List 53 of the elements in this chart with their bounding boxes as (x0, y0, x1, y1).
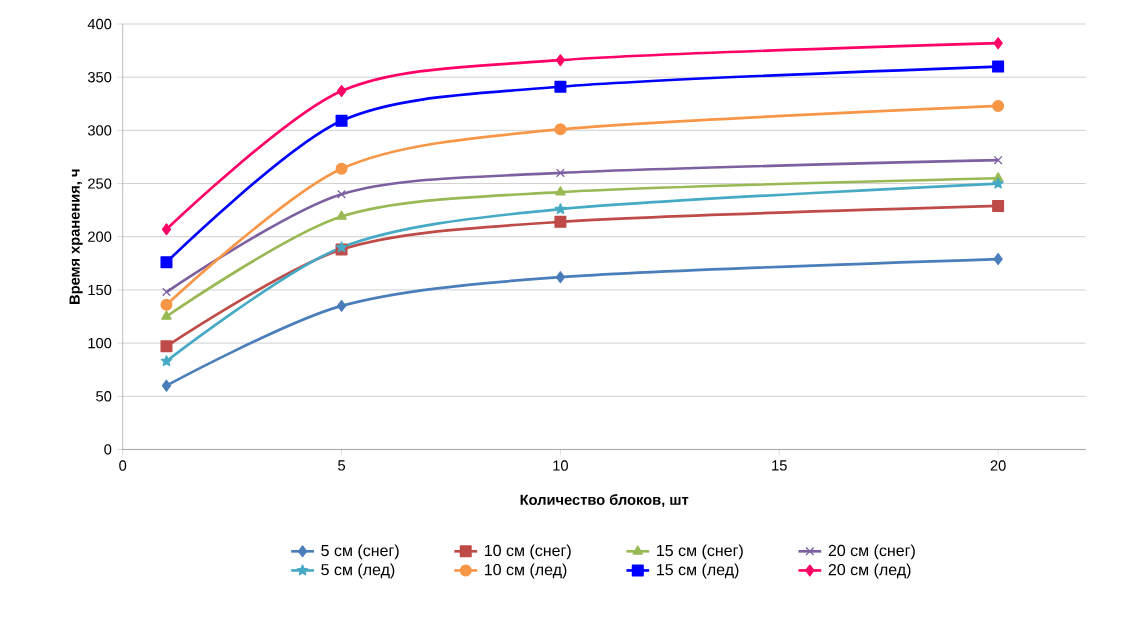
point (554, 123, 567, 136)
point (992, 100, 1005, 113)
point (554, 81, 567, 93)
y-tick-label: 150 (88, 284, 112, 296)
y-tick-label: 100 (88, 338, 112, 349)
legend-label: 10 см (лед) (484, 563, 567, 579)
x-tick-label: 5 (338, 460, 346, 471)
point (161, 379, 172, 392)
x-tick-label: 15 (772, 460, 787, 471)
point (335, 115, 348, 128)
point (555, 54, 566, 67)
legend-label: 10 см (снег) (484, 544, 571, 560)
point (992, 177, 1004, 189)
legend-label: 20 см (лед) (828, 563, 911, 579)
point (336, 300, 347, 313)
y-tick-label: 0 (104, 444, 112, 455)
point (162, 287, 171, 297)
y-tick-label: 50 (96, 391, 112, 402)
legend-label: 20 см (снег) (828, 544, 915, 560)
y-tick-label: 350 (87, 72, 112, 83)
x-axis-title: Количество блоков, шт (520, 494, 689, 508)
x-tick-label: 0 (119, 460, 127, 471)
point (336, 85, 347, 98)
point (336, 210, 347, 221)
point (554, 203, 567, 215)
x-tick-label: 10 (553, 460, 568, 471)
legend-label: 15 см (лед) (657, 563, 739, 579)
point (160, 340, 173, 353)
point (993, 155, 1003, 165)
point (335, 162, 348, 175)
point (555, 271, 566, 284)
y-tick-label: 400 (87, 19, 112, 30)
point (161, 310, 172, 321)
point (160, 256, 173, 269)
point (992, 200, 1005, 213)
y-tick-label: 250 (88, 178, 112, 189)
point (555, 168, 565, 178)
point (160, 299, 173, 312)
point (160, 355, 173, 367)
point (993, 37, 1003, 50)
legend-label: 5 см (снег) (321, 544, 399, 560)
point (554, 216, 567, 229)
y-tick-label: 300 (87, 125, 112, 136)
x-tick-label: 20 (990, 460, 1006, 471)
point (992, 60, 1005, 73)
y-axis-title: Время хранения, ч (69, 169, 83, 305)
point (555, 186, 566, 196)
legend-label: 5 см (лед) (321, 563, 395, 579)
legend-label: 15 см (снег) (657, 544, 743, 560)
point (337, 189, 346, 199)
point (993, 253, 1003, 266)
point (161, 223, 172, 236)
y-tick-label: 200 (88, 231, 112, 243)
